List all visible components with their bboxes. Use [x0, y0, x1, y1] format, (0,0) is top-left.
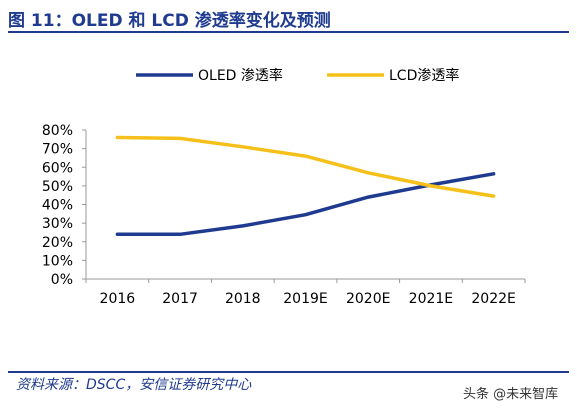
- series-line-lcd: [115, 135, 496, 198]
- y-tick-label: 0%: [51, 272, 73, 288]
- x-tick-label: 2016: [100, 291, 136, 307]
- y-tick-label: 70%: [42, 142, 73, 158]
- y-tick-label: 10%: [42, 253, 73, 269]
- footer-rule: [8, 371, 569, 373]
- y-tick-label: 40%: [42, 198, 73, 214]
- figure-title: 图 11：OLED 和 LCD 渗透率变化及预测: [8, 11, 331, 31]
- x-tick-label: 2019E: [283, 291, 327, 307]
- legend-label-lcd: LCD渗透率: [389, 67, 459, 84]
- source-note: 资料来源：DSCC，安信证券研究中心: [16, 377, 252, 393]
- y-tick-label: 50%: [42, 179, 73, 195]
- x-tick-label: 2020E: [346, 291, 390, 307]
- title-rule: [8, 31, 569, 33]
- series-line-oled: [115, 172, 496, 237]
- x-tick-label: 2021E: [409, 291, 453, 307]
- y-tick-label: 80%: [42, 123, 73, 139]
- y-tick-label: 30%: [42, 216, 73, 232]
- y-tick-label: 60%: [42, 160, 73, 176]
- y-tick-label: 20%: [42, 235, 73, 251]
- x-tick-label: 2018: [225, 291, 261, 307]
- x-tick-label: 2017: [162, 291, 198, 307]
- legend-label-oled: OLED 渗透率: [198, 67, 283, 84]
- x-tick-label: 2022E: [471, 291, 515, 307]
- watermark: 头条 @未来智库: [463, 387, 559, 402]
